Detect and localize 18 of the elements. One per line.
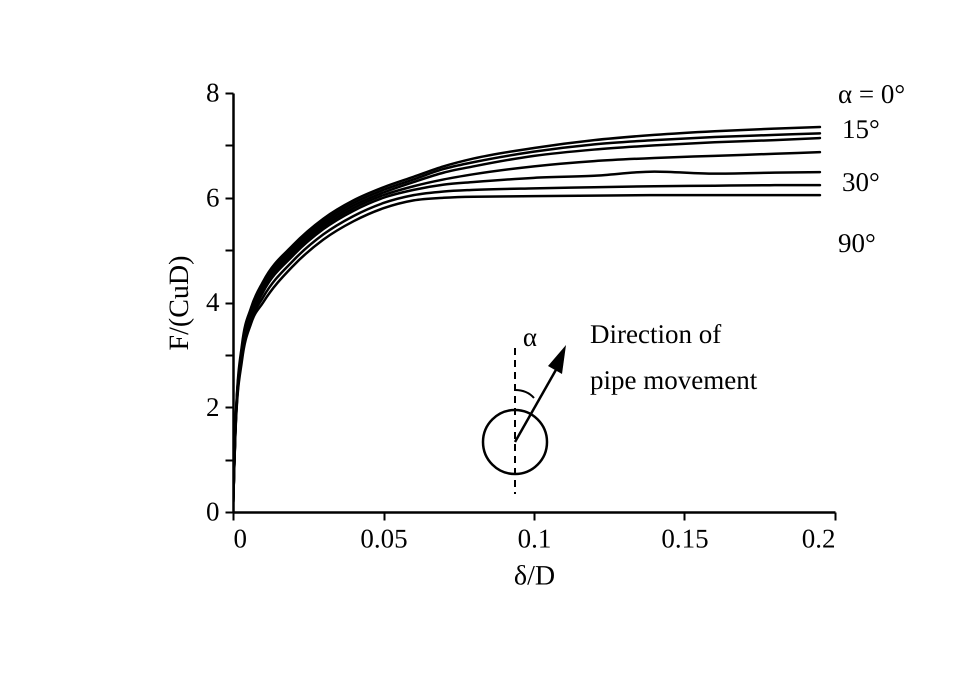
- x-tick-label: 0.05: [360, 524, 408, 554]
- text: 90°: [838, 228, 876, 258]
- x-tick-label: 0: [234, 524, 247, 554]
- x-tick-label: 0.15: [661, 524, 709, 554]
- y-tick-label: 0: [206, 496, 220, 526]
- text: α = 0°: [838, 79, 906, 109]
- text: 30°: [842, 167, 880, 197]
- y-tick-label: 2: [206, 392, 220, 422]
- annotation: Direction of pipe movement: [590, 319, 758, 395]
- annotation: α: [522, 322, 538, 352]
- x-tick-label: 0.1: [518, 524, 552, 554]
- y-tick-label: 6: [206, 182, 220, 212]
- text: 15°: [842, 114, 880, 144]
- x-tick-label: 0.2: [802, 524, 836, 554]
- y-tick-label: 8: [206, 78, 220, 108]
- y-tick-label: 4: [206, 287, 220, 317]
- x-axis-title: δ/D: [514, 560, 556, 592]
- y-axis-title: F/(CuD): [164, 256, 195, 350]
